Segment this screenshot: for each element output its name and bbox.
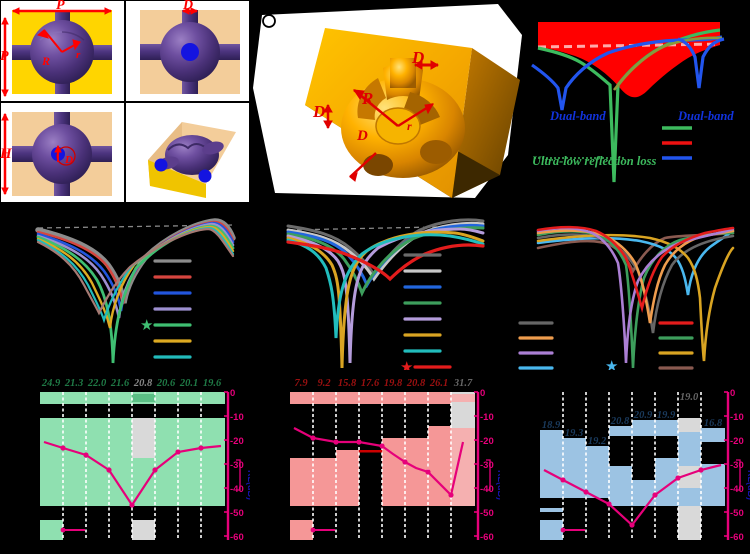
svg-text:20.8: 20.8 bbox=[406, 378, 426, 389]
svg-text:-30: -30 bbox=[480, 460, 494, 471]
svg-text:20.8: 20.8 bbox=[133, 378, 153, 389]
svg-text:19.3: 19.3 bbox=[565, 428, 583, 439]
svg-text:20.1: 20.1 bbox=[179, 378, 198, 389]
svg-text:-50: -50 bbox=[230, 508, 244, 519]
svg-text:Dual-band: Dual-band bbox=[549, 109, 606, 123]
svg-text:21.6: 21.6 bbox=[110, 378, 130, 389]
svg-text:-60: -60 bbox=[230, 532, 244, 543]
svg-text:D: D bbox=[64, 154, 73, 166]
svg-text:18.9: 18.9 bbox=[542, 420, 561, 431]
svg-text:9.2: 9.2 bbox=[317, 378, 331, 389]
svg-text:P: P bbox=[0, 49, 9, 64]
svg-text:-60: -60 bbox=[730, 532, 744, 543]
svg-text:-50: -50 bbox=[730, 508, 744, 519]
svg-text:R: R bbox=[361, 89, 373, 108]
svg-text:-50: -50 bbox=[480, 508, 494, 519]
svg-text:RL(dB): RL(dB) bbox=[746, 470, 750, 500]
svg-text:-20: -20 bbox=[480, 436, 494, 447]
svg-text:-60: -60 bbox=[480, 532, 494, 543]
svg-text:R: R bbox=[41, 54, 50, 68]
svg-text:19.8: 19.8 bbox=[384, 378, 403, 389]
svg-text:-10: -10 bbox=[730, 412, 744, 423]
svg-text:21.3: 21.3 bbox=[64, 378, 83, 389]
svg-text:★: ★ bbox=[400, 359, 413, 370]
svg-text:0: 0 bbox=[230, 388, 235, 399]
svg-text:r: r bbox=[76, 49, 81, 61]
svg-text:20.8: 20.8 bbox=[610, 416, 630, 427]
svg-text:16.8: 16.8 bbox=[704, 418, 723, 429]
svg-text:★: ★ bbox=[140, 317, 153, 334]
svg-text:-10: -10 bbox=[480, 412, 494, 423]
svg-text:0: 0 bbox=[730, 388, 735, 399]
svg-text:★: ★ bbox=[605, 358, 618, 370]
svg-text:P: P bbox=[56, 0, 65, 13]
svg-text:-20: -20 bbox=[730, 436, 744, 447]
svg-text:15.8: 15.8 bbox=[338, 378, 357, 389]
svg-text:H: H bbox=[0, 146, 13, 162]
svg-text:19.2: 19.2 bbox=[588, 436, 607, 447]
svg-text:-30: -30 bbox=[230, 460, 244, 471]
svg-text:20.6: 20.6 bbox=[156, 378, 176, 389]
svg-text:24.9: 24.9 bbox=[41, 378, 61, 389]
svg-text:r: r bbox=[407, 119, 412, 133]
svg-text:17.6: 17.6 bbox=[361, 378, 380, 389]
svg-text:20.9: 20.9 bbox=[633, 410, 653, 421]
svg-text:-30: -30 bbox=[730, 460, 744, 471]
svg-text:D: D bbox=[182, 0, 193, 13]
svg-text:19.6: 19.6 bbox=[203, 378, 222, 389]
svg-text:7.9: 7.9 bbox=[294, 378, 308, 389]
svg-text:-20: -20 bbox=[230, 436, 244, 447]
svg-text:D: D bbox=[312, 102, 325, 121]
svg-text:19.0: 19.0 bbox=[680, 392, 699, 403]
svg-text:0: 0 bbox=[480, 388, 485, 399]
svg-text:31.7: 31.7 bbox=[453, 378, 473, 389]
svg-text:D: D bbox=[356, 128, 368, 144]
svg-text:22.0: 22.0 bbox=[87, 378, 107, 389]
svg-text:Dual-band: Dual-band bbox=[677, 109, 734, 123]
svg-text:19.9: 19.9 bbox=[657, 410, 676, 421]
svg-text:26.1: 26.1 bbox=[429, 378, 448, 389]
svg-text:Ultra-low reflection loss: Ultra-low reflection loss bbox=[532, 154, 656, 168]
svg-text:D: D bbox=[411, 48, 424, 67]
svg-text:-10: -10 bbox=[230, 412, 244, 423]
